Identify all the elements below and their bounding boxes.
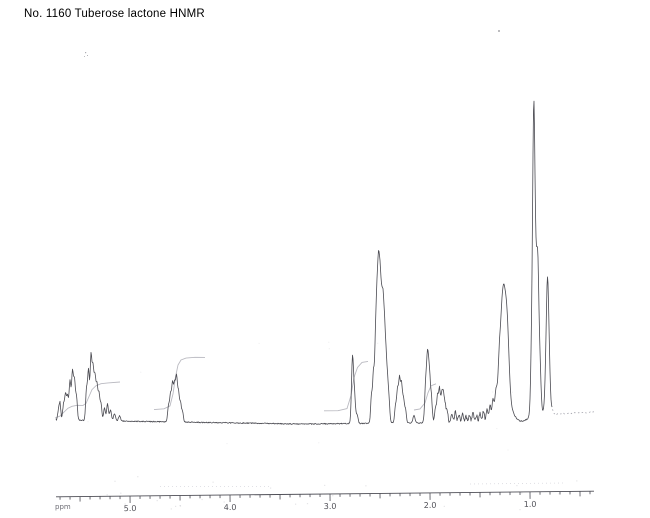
noise-speck: [170, 508, 172, 510]
scan-artifact-speck: [85, 52, 87, 54]
noise-speck: [496, 428, 498, 430]
noise-speck: [511, 391, 513, 393]
noise-speck: [270, 487, 272, 489]
spectrum-trace: [55, 100, 553, 425]
noise-speck: [120, 492, 122, 494]
axis-tick-label: 3.0: [324, 502, 337, 511]
noise-speck: [516, 485, 518, 487]
axis-tick-label: 5.0: [124, 504, 137, 513]
ppm-axis-ruler: 5.0 4.0 3.0 2.0 1.0: [56, 490, 594, 513]
noise-speck: [295, 503, 297, 505]
noise-speck: [521, 492, 523, 494]
noise-speck: [443, 505, 445, 507]
axis-line: [56, 490, 594, 498]
noise-speck: [365, 485, 367, 487]
noise-speck: [306, 503, 309, 505]
noise-speck: [87, 421, 89, 423]
spectrum-trace-tail: [552, 409, 596, 415]
noise-speck: [318, 442, 320, 444]
noise-speck: [179, 505, 181, 507]
scan-dash-artifact: [469, 482, 566, 485]
noise-speck: [328, 341, 330, 343]
page-title: No. 1160 Tuberose lactone HNMR: [24, 8, 205, 20]
scan-artifact-speck: [84, 56, 85, 57]
noise-speck: [558, 493, 560, 495]
noise-speck: [179, 505, 182, 507]
noise-speck: [377, 342, 379, 344]
noise-speck: [332, 495, 334, 497]
integral-trace: [54, 356, 437, 419]
noise-speck: [328, 348, 330, 350]
scan-artifact-speck: [87, 55, 88, 56]
scan-ink-artifacts: [84, 30, 500, 57]
axis-tick-label: 4.0: [224, 503, 237, 512]
noise-speck: [124, 507, 126, 509]
noise-speck: [201, 498, 203, 501]
noise-speck: [258, 342, 260, 344]
integral-curves: [54, 356, 437, 419]
noise-speck: [324, 484, 326, 486]
noise-speck: [226, 443, 228, 445]
noise-speck: [156, 500, 158, 502]
noise-speck: [576, 480, 578, 482]
noise-speck: [140, 371, 142, 373]
scan-artifact-speck: [498, 30, 500, 32]
noise-speck: [519, 509, 521, 511]
scan-noise-specks: [87, 341, 578, 511]
noise-speck: [106, 494, 108, 496]
noise-speck: [507, 449, 509, 451]
axis-tick-label: 2.0: [424, 501, 437, 510]
noise-speck: [223, 501, 225, 503]
noise-speck: [137, 476, 139, 478]
noise-speck: [124, 503, 126, 505]
noise-speck: [114, 480, 116, 482]
axis-tick-label: 1.0: [524, 500, 537, 509]
axis-unit-label: ppm: [55, 503, 71, 511]
noise-speck: [175, 505, 177, 507]
noise-speck: [212, 481, 214, 483]
noise-speck: [492, 391, 494, 393]
